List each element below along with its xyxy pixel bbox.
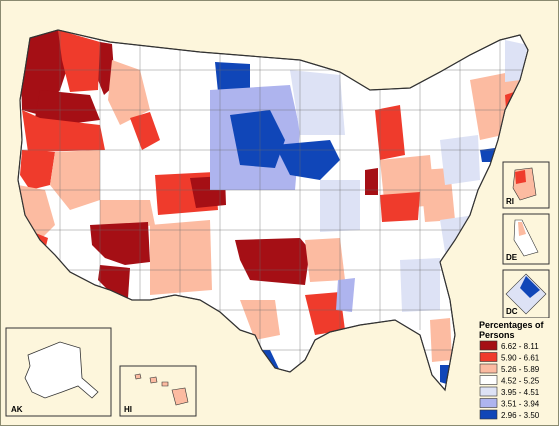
legend-label: 6.62 - 8.11 — [501, 342, 539, 351]
legend-label: 3.95 - 4.51 — [501, 388, 540, 397]
region-idaho-south — [108, 60, 150, 125]
legend-items: 6.62 - 8.11 5.90 - 6.61 5.26 - 5.89 4.52 - … — [479, 340, 540, 420]
legend-label: 5.90 - 6.61 — [501, 354, 540, 363]
alaska-inset: AK — [5, 327, 112, 417]
region-nevada — [50, 150, 100, 210]
legend-swatch — [479, 340, 498, 351]
region-nyc-blue — [480, 148, 495, 162]
legend-swatch — [479, 409, 498, 420]
region-indiana-dark — [365, 168, 378, 195]
region-arizona-south — [98, 265, 130, 298]
region-boundaries — [20, 30, 528, 390]
region-oklahoma — [235, 238, 310, 285]
region-arkansas-pink — [305, 238, 345, 282]
us-outline — [17, 29, 529, 392]
region-washington-west — [20, 30, 70, 115]
rhode-island-red-area — [515, 170, 526, 184]
region-washington-east — [58, 30, 100, 92]
hawaii-label: HI — [124, 405, 132, 414]
legend-title-line2: Persons — [479, 330, 515, 340]
legend-label: 3.51 - 3.94 — [501, 400, 540, 409]
dc-blue-area — [520, 276, 540, 298]
legend: Percentages of Persons 6.62 - 8.11 5.90 -… — [475, 318, 557, 424]
region-kentucky-red — [380, 192, 420, 222]
legend-swatch — [479, 386, 498, 397]
region-maine-lavender — [505, 40, 528, 82]
delaware-pink-area — [518, 222, 526, 236]
legend-swatch — [479, 363, 498, 374]
dc-inset: DC — [502, 269, 550, 319]
legend-label: 4.52 - 5.25 — [501, 377, 540, 386]
rhode-island-inset: RI — [502, 161, 550, 209]
legend-title-line1: Percentages of — [479, 320, 545, 330]
region-mississippi-lavender — [336, 278, 355, 312]
region-nebraska-blue — [230, 110, 285, 168]
hawaii-inset: HI — [119, 365, 197, 417]
region-california-coast — [18, 185, 55, 240]
region-louisiana-red — [305, 292, 345, 335]
rhode-island-label: RI — [506, 197, 514, 206]
dc-label: DC — [506, 307, 518, 316]
alaska-shape — [24, 341, 99, 399]
region-upper-midwest-light — [290, 70, 345, 135]
region-nc-lavender — [440, 215, 475, 252]
legend-swatch — [479, 352, 498, 362]
legend-swatch — [479, 375, 498, 385]
region-north-dakota-blue — [215, 62, 250, 92]
region-oregon-north — [35, 90, 100, 125]
hawaii-shape — [134, 373, 189, 406]
legend-label: 2.96 - 3.50 — [501, 411, 540, 420]
region-florida-pink — [430, 318, 452, 362]
region-arizona — [90, 222, 150, 265]
region-oregon-south — [22, 110, 105, 152]
delaware-inset: DE — [502, 213, 550, 265]
alaska-label: AK — [11, 405, 23, 414]
region-wyoming-red — [130, 112, 160, 150]
region-new-mexico-pink — [150, 220, 212, 295]
region-california-north — [20, 150, 55, 190]
region-ne-red — [505, 90, 520, 138]
delaware-label: DE — [506, 253, 518, 262]
region-michigan-red — [375, 105, 405, 160]
legend-label: 5.26 - 5.89 — [501, 365, 540, 374]
legend-swatch — [479, 398, 498, 408]
region-ne-pink — [470, 70, 525, 140]
